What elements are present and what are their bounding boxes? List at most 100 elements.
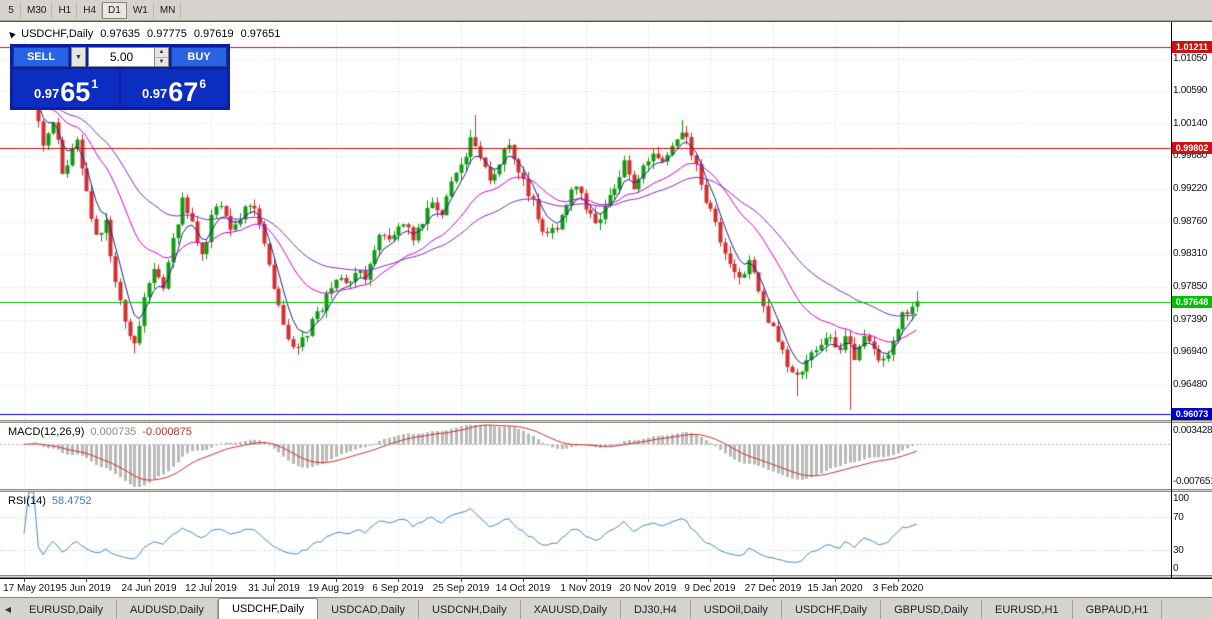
date-tick [211,579,212,582]
timeframe-button-mn[interactable]: MN [154,1,182,19]
chart-tab-gbpaud-h1[interactable]: GBPAUD,H1 [1072,600,1163,619]
date-label: 31 Jul 2019 [248,583,300,594]
macd-axis-label: -0.007651 [1173,476,1212,487]
price-tick-label: 0.99680 [1173,150,1208,162]
price-tick-label: 0.99220 [1173,183,1208,195]
ohlc-high: 0.97775 [147,28,187,40]
ohlc-close: 0.97651 [240,28,281,40]
date-label: 15 Jan 2020 [807,583,863,594]
price-tick-label: 0.97390 [1173,313,1208,325]
rsi-axis[interactable]: 100 70 30 0 [1172,492,1212,575]
timeframe-button-h1[interactable]: H1 [52,1,78,19]
date-tick [835,579,836,582]
ohlc-open: 0.97635 [100,28,141,40]
chevron-down-icon: ▼ [75,53,82,61]
rsi-value: 58.4752 [51,495,92,507]
timeframe-toolbar: 5 M30 H1 H4 D1 W1 MN [0,0,1212,21]
price-tick-label: 1.01050 [1173,52,1208,64]
date-label: 9 Dec 2019 [684,583,736,594]
macd-axis[interactable]: 0.003428 -0.007651 [1172,423,1212,489]
buy-price-pips: 67 [168,77,199,108]
date-tick [336,579,337,582]
price-tick-label: 1.00140 [1173,117,1208,129]
macd-signal-value: -0.000875 [142,426,192,438]
chart-tab-audusd-daily[interactable]: AUDUSD,Daily [116,600,218,619]
buy-price-display[interactable]: 0.97 67 6 [121,69,227,107]
timeframe-button-w1[interactable]: W1 [127,1,154,19]
rsi-header: RSI(14) 58.4752 [8,495,92,507]
date-axis[interactable]: 17 May 2019 5 Jun 2019 24 Jun 2019 12 Jul 2… [0,578,1212,598]
date-tick [710,579,711,582]
one-click-trading-panel: SELL ▼ 5.00 ▲ ▼ BUY 0.97 65 1 0.97 67 [10,44,230,110]
date-tick [86,579,87,582]
rsi-indicator-canvas[interactable] [0,492,1171,575]
date-label: 27 Dec 2019 [744,583,802,594]
macd-label: MACD(12,26,9) [8,426,85,438]
date-label: 20 Nov 2019 [619,583,677,594]
date-label: 5 Jun 2019 [61,583,111,594]
price-level-tag: 0.96073 [1172,408,1212,420]
date-label: 14 Oct 2019 [495,583,551,594]
chart-tab-dj30-h4[interactable]: DJ30,H4 [620,600,691,619]
chart-tab-strip: EURUSD,Daily AUDUSD,Daily USDCHF,Daily USDC… [16,597,1163,619]
date-tick [398,579,399,582]
price-axis-separator [1171,22,1172,578]
price-tick-label: 1.00590 [1173,85,1208,97]
tabs-scroll-left-button[interactable]: ◀ [4,605,12,614]
chart-tab-usdchf-daily[interactable]: USDCHF,Daily [217,598,319,619]
timeframe-buttons: 5 M30 H1 H4 D1 W1 MN [1,0,182,20]
rsi-axis-label: 70 [1173,511,1184,523]
date-tick [586,579,587,582]
date-tick [274,579,275,582]
sell-price-display[interactable]: 0.97 65 1 [13,69,119,107]
cursor-icon: ▶ [5,28,17,40]
date-label: 12 Jul 2019 [185,583,237,594]
sell-price-base: 0.97 [33,86,60,101]
date-tick [24,579,25,582]
ohlc-low: 0.97619 [193,28,234,40]
macd-rsi-splitter[interactable] [0,489,1212,492]
chart-tab-eurusd-daily[interactable]: EURUSD,Daily [16,600,117,619]
chart-tab-usdcad-daily[interactable]: USDCAD,Daily [318,600,420,619]
trade-options-dropdown[interactable]: ▼ [71,47,86,67]
timeframe-button-5[interactable]: 5 [1,1,21,19]
date-label: 19 Aug 2019 [307,583,365,594]
date-tick [898,579,899,582]
timeframe-button-m30[interactable]: M30 [21,1,53,19]
chart-tab-usdchf-daily[interactable]: USDCHF,Daily [781,600,882,619]
chart-tab-usdcnh-daily[interactable]: USDCNH,Daily [419,600,521,619]
date-tick [648,579,649,582]
lot-spinner: ▲ ▼ [154,48,168,66]
timeframe-button-d1[interactable]: D1 [102,1,127,19]
sell-button[interactable]: SELL [13,47,69,67]
chart-tab-xauusd-daily[interactable]: XAUUSD,Daily [520,600,621,619]
lot-decrease-button[interactable]: ▼ [155,57,168,66]
rsi-axis-label: 0 [1173,563,1179,574]
symbol-header: ▶ USDCHF,Daily 0.97635 0.97775 0.97619 0… [5,28,281,40]
rsi-dateaxis-splitter[interactable] [0,575,1212,578]
rsi-axis-label: 100 [1173,493,1189,504]
price-level-tag: 0.99802 [1172,141,1212,154]
rsi-label: RSI(14) [8,495,46,507]
chart-tab-usdoil-daily[interactable]: USDOil,Daily [690,600,782,619]
macd-indicator-canvas[interactable] [0,423,1171,489]
price-tick-label: 0.96480 [1173,378,1208,390]
date-label: 25 Sep 2019 [432,583,490,594]
timeframe-button-h4[interactable]: H4 [77,1,103,19]
chart-tab-gbpusd-daily[interactable]: GBPUSD,Daily [881,600,983,619]
price-axis[interactable]: 1.01050 1.00590 1.00140 0.99680 0.99220 0.987… [1172,22,1212,420]
price-level-tag: 1.01211 [1172,41,1212,53]
chart-tab-eurusd-h1[interactable]: EURUSD,H1 [982,600,1073,619]
date-label: 3 Feb 2020 [872,583,924,594]
sell-price-pipette: 1 [91,77,99,91]
rsi-axis-label: 30 [1173,545,1184,557]
buy-button[interactable]: BUY [171,47,227,67]
buy-price-base: 0.97 [141,86,168,101]
date-tick [461,579,462,582]
lot-size-value[interactable]: 5.00 [109,50,134,64]
date-tick [773,579,774,582]
date-tick [523,579,524,582]
lot-increase-button[interactable]: ▲ [155,48,168,58]
price-macd-splitter[interactable] [0,420,1212,423]
lot-size-field[interactable]: 5.00 ▲ ▼ [88,47,169,67]
